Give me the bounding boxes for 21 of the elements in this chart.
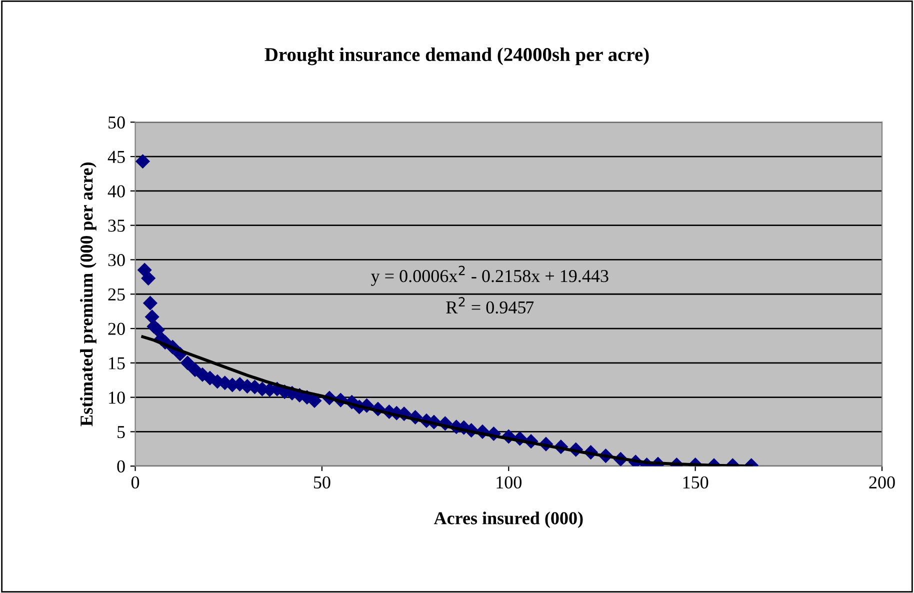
y-tick-label: 10 [109, 392, 125, 404]
x-tick-label: 50 [314, 476, 330, 489]
y-axis-title: Estimated premium (000 per acre) [80, 162, 96, 426]
x-tick-label: 100 [496, 476, 522, 489]
x-tick-label: 150 [683, 476, 708, 489]
y-tick-label: 45 [108, 150, 125, 163]
annotation: R$^{2}$ = 0.9457 [446, 297, 534, 314]
x-tick-label: 200 [869, 476, 895, 489]
y-tick-label: 5 [118, 426, 125, 438]
y-tick-label: 35 [108, 220, 125, 232]
y-tick-label: 25 [108, 288, 125, 301]
y-tick-label: 50 [108, 116, 125, 129]
y-tick-label: 40 [108, 185, 125, 198]
chart-title: Drought insurance demand (24000sh per acre) [264, 47, 649, 66]
y-tick-label: 30 [108, 254, 125, 266]
y-tick-label: 0 [117, 460, 125, 473]
x-axis-title: Acres insured (000) [434, 512, 583, 528]
y-tick-label: 15 [109, 357, 125, 370]
annotation: y = 0.0006x$^{2}$ - 0.2158x + 19.443 [371, 266, 608, 286]
y-tick-label: 20 [108, 322, 125, 335]
x-tick-label: 0 [131, 476, 140, 489]
